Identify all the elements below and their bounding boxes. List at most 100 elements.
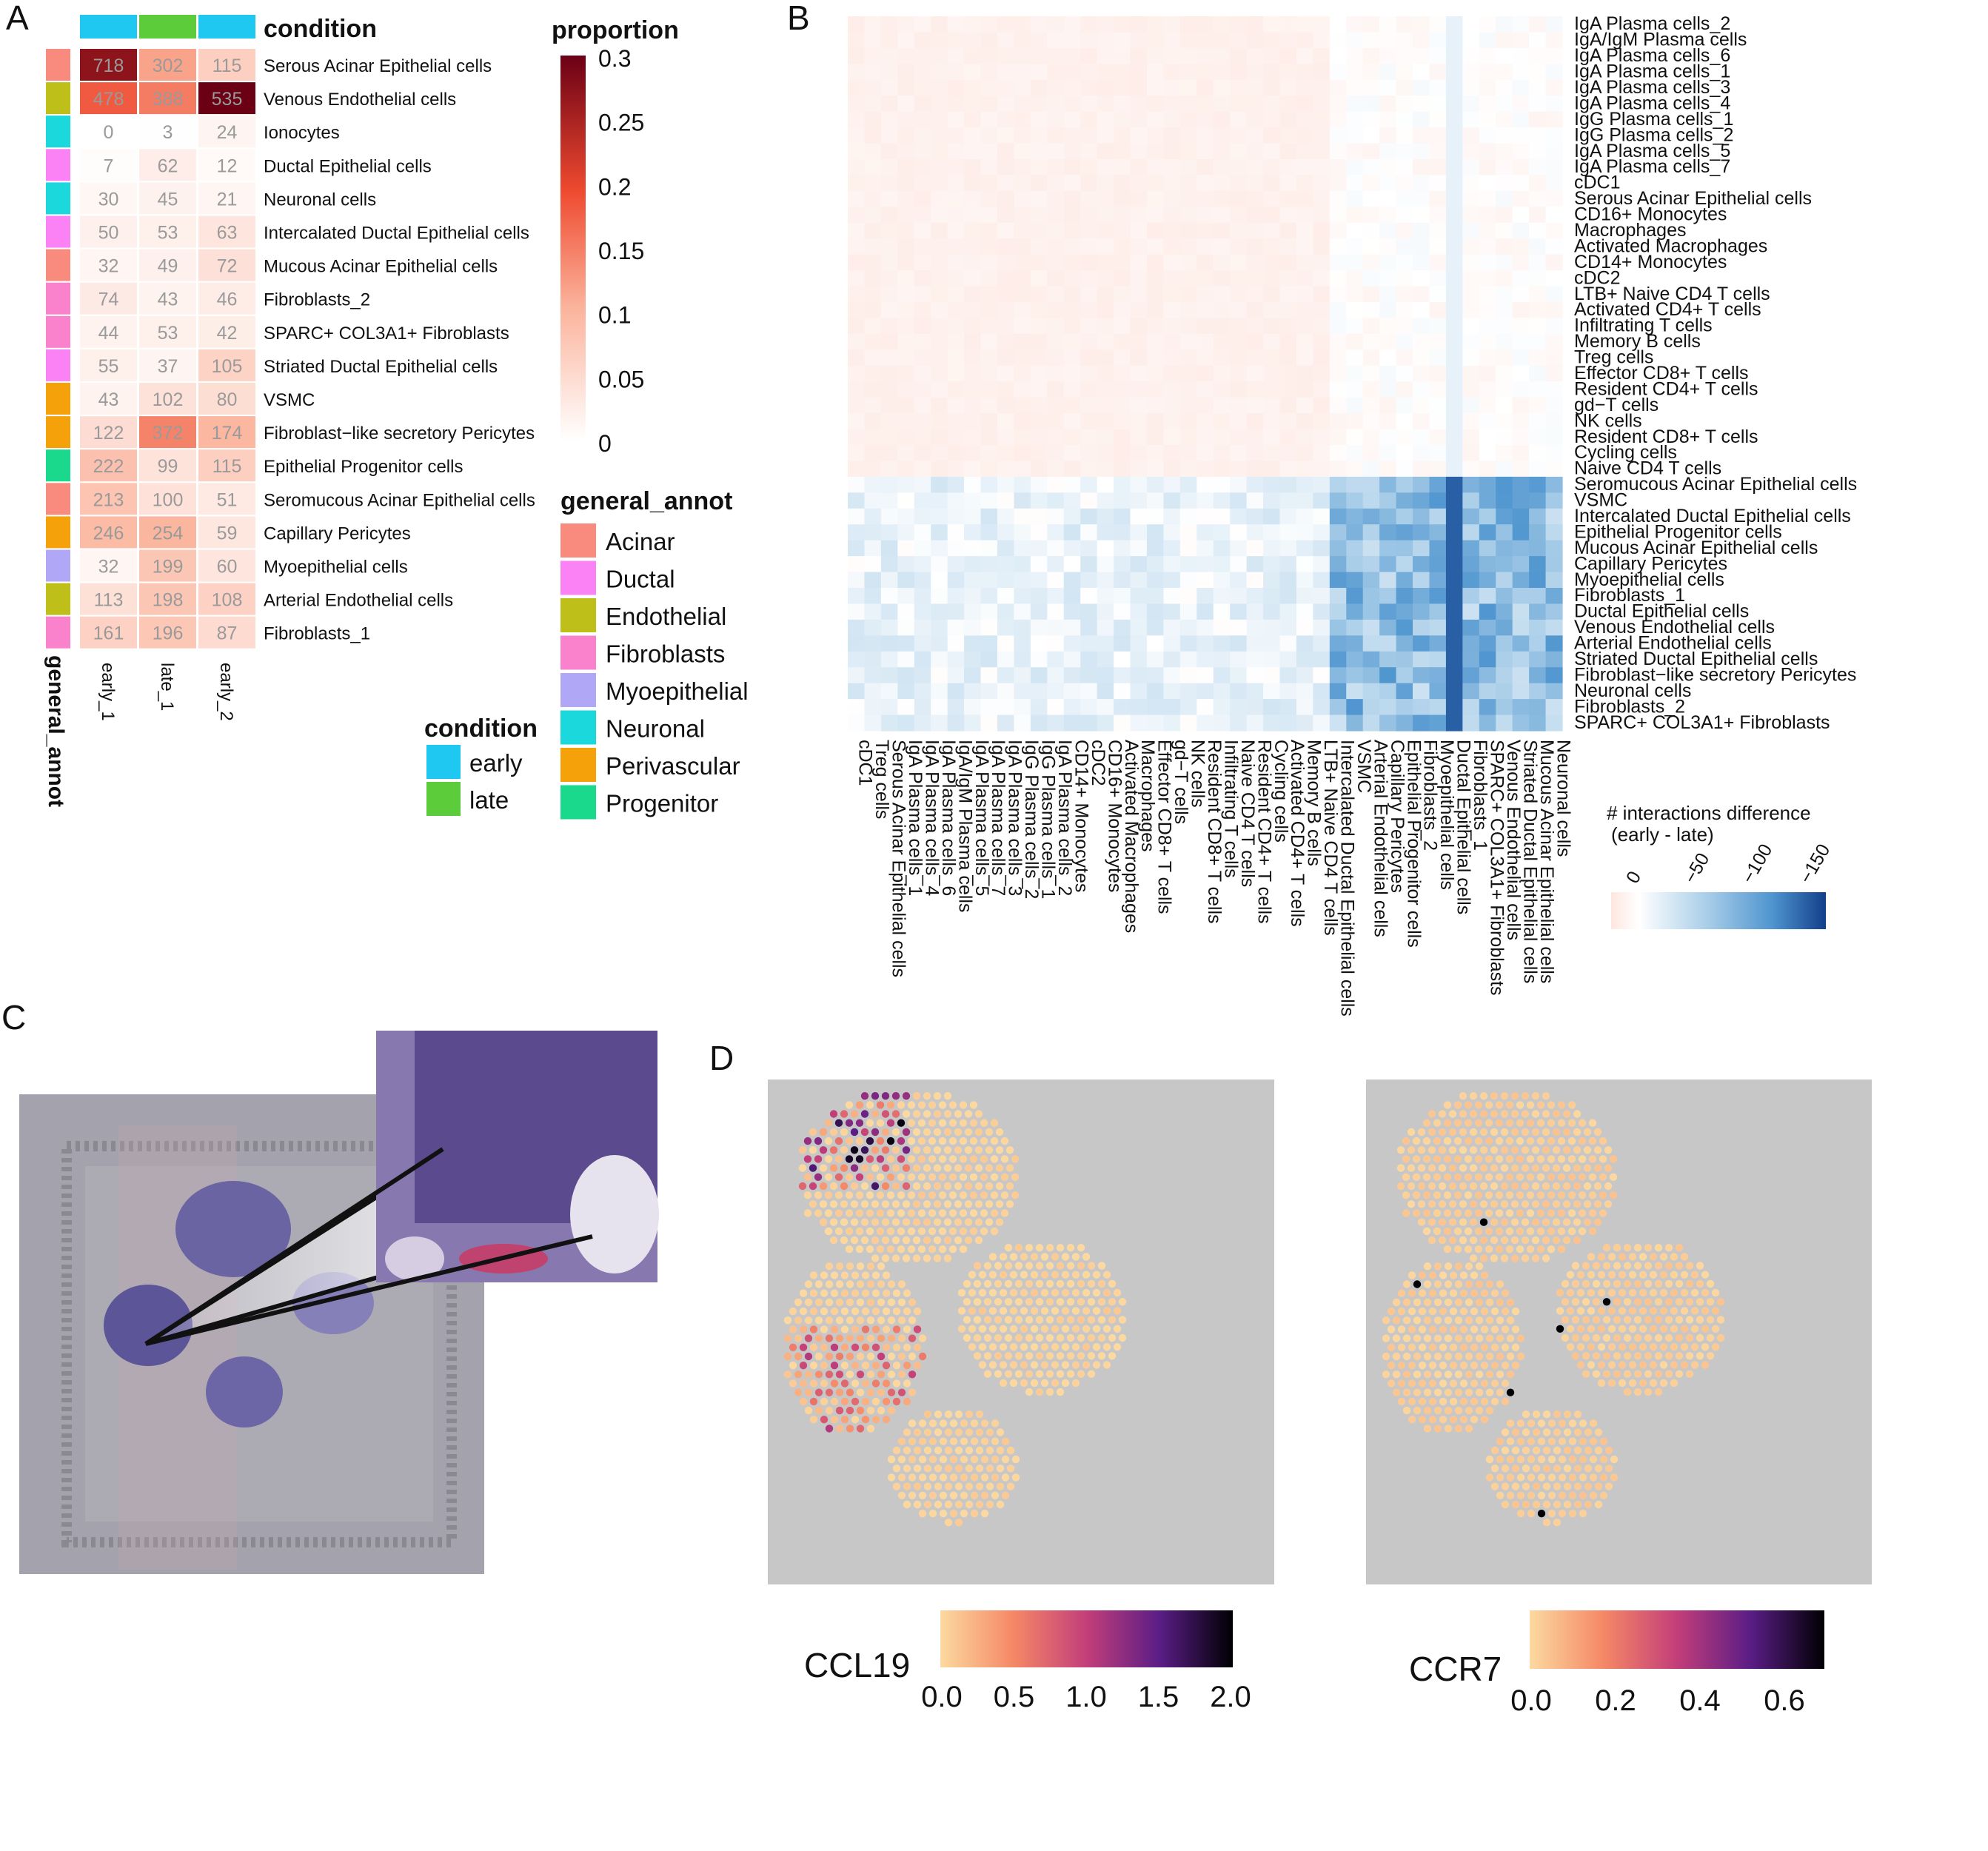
spot — [996, 1128, 1003, 1136]
diff-heatmap-cell — [1446, 112, 1463, 128]
spot — [1397, 1164, 1405, 1171]
spot — [835, 1174, 843, 1181]
diff-heatmap-cell — [1496, 413, 1513, 429]
spot — [903, 1344, 911, 1351]
spot — [835, 1191, 843, 1199]
diff-heatmap-cell — [864, 48, 881, 64]
spot — [1511, 1254, 1519, 1262]
spot — [1567, 1325, 1574, 1333]
spot — [1424, 1370, 1431, 1378]
diff-heatmap-cell — [1279, 238, 1296, 255]
diff-heatmap-cell — [1147, 16, 1164, 33]
spot — [1603, 1334, 1610, 1342]
diff-heatmap-cell — [1047, 429, 1064, 446]
spot — [1564, 1465, 1571, 1472]
diff-heatmap-cell — [864, 509, 881, 525]
row-label: Mucous Acinar Epithelial cells — [264, 257, 498, 277]
spot — [908, 1299, 916, 1306]
diff-heatmap-cell — [1247, 699, 1264, 715]
diff-heatmap-cell — [1163, 255, 1180, 271]
spot — [877, 1280, 885, 1288]
diff-heatmap-cell — [981, 191, 998, 207]
spot — [923, 1182, 931, 1190]
diff-heatmap-cell — [1279, 556, 1296, 572]
spot — [1398, 1344, 1405, 1351]
spot — [1537, 1155, 1544, 1162]
spot — [1067, 1280, 1074, 1288]
diff-heatmap-cell — [914, 16, 931, 33]
spot — [1619, 1379, 1626, 1387]
diff-heatmap-cell — [1064, 127, 1081, 144]
diff-heatmap-cell — [1163, 603, 1180, 620]
spot — [1007, 1482, 1014, 1490]
diff-heatmap-cell — [1131, 620, 1148, 636]
diff-heatmap-cell — [1097, 159, 1114, 175]
diff-heatmap-cell — [948, 461, 965, 477]
spot — [892, 1110, 900, 1117]
spot — [1439, 1398, 1447, 1405]
spot — [1454, 1119, 1462, 1127]
diff-heatmap-cell — [914, 366, 931, 382]
spot — [1634, 1298, 1641, 1305]
spot — [898, 1492, 906, 1499]
spot — [996, 1164, 1003, 1171]
spot — [1537, 1228, 1544, 1235]
spot — [1093, 1343, 1100, 1350]
diff-heatmap-cell — [1296, 159, 1313, 175]
spot — [888, 1334, 895, 1342]
spot — [820, 1325, 828, 1333]
diff-heatmap-cell — [1296, 429, 1313, 446]
diff-heatmap-cell — [848, 80, 865, 96]
diff-heatmap-cell — [1446, 381, 1463, 398]
diff-heatmap-cell — [948, 540, 965, 557]
diff-heatmap-cell — [1396, 652, 1413, 668]
diff-heatmap-cell — [1413, 652, 1430, 668]
diff-heatmap-cell — [1379, 398, 1396, 414]
spot — [1062, 1307, 1069, 1314]
spot — [820, 1379, 828, 1387]
heatmap-cell-count: 388 — [153, 89, 184, 110]
spot — [1639, 1343, 1647, 1350]
diff-heatmap-cell — [1230, 524, 1247, 540]
diff-heatmap-cell — [1429, 223, 1446, 239]
diff-heatmap-cell — [1064, 588, 1081, 604]
diff-heatmap-cell — [1429, 461, 1446, 477]
diff-heatmap-cell — [1363, 509, 1380, 525]
spot — [1496, 1456, 1504, 1463]
spot — [960, 1137, 967, 1145]
spot — [1486, 1370, 1493, 1378]
spot — [919, 1334, 926, 1342]
spot — [804, 1209, 811, 1216]
spot — [929, 1419, 937, 1427]
diff-heatmap-cell — [1296, 588, 1313, 604]
diff-heatmap-cell — [1446, 318, 1463, 334]
diff-heatmap-cell — [1147, 159, 1164, 175]
diff-heatmap-cell — [1296, 715, 1313, 732]
spot — [1036, 1280, 1043, 1288]
diff-heatmap-cell — [914, 112, 931, 128]
spot — [1582, 1298, 1590, 1305]
diff-heatmap-cell — [981, 144, 998, 160]
spot — [846, 1228, 853, 1235]
diff-heatmap-cell — [1296, 652, 1313, 668]
spot — [882, 1092, 889, 1099]
diff-heatmap-cell — [1097, 175, 1114, 191]
diff-heatmap-cell — [897, 715, 914, 732]
spot — [1595, 1501, 1602, 1508]
heatmap-cell-count: 87 — [217, 623, 238, 644]
spot — [1012, 1473, 1020, 1481]
row-label: VSMC — [264, 390, 315, 410]
diff-heatmap-cell — [931, 32, 948, 48]
spot — [1644, 1388, 1652, 1396]
diff-heatmap-cell — [1479, 715, 1496, 732]
spot — [1475, 1191, 1482, 1199]
spot — [846, 1389, 854, 1396]
spot — [1082, 1361, 1090, 1368]
diff-heatmap-cell — [997, 381, 1014, 398]
diff-heatmap-cell — [1080, 588, 1097, 604]
spot — [1572, 1262, 1579, 1269]
diff-heatmap-cell — [1462, 255, 1479, 271]
spot — [1475, 1174, 1482, 1181]
spot — [934, 1164, 941, 1171]
spot — [1553, 1465, 1561, 1472]
